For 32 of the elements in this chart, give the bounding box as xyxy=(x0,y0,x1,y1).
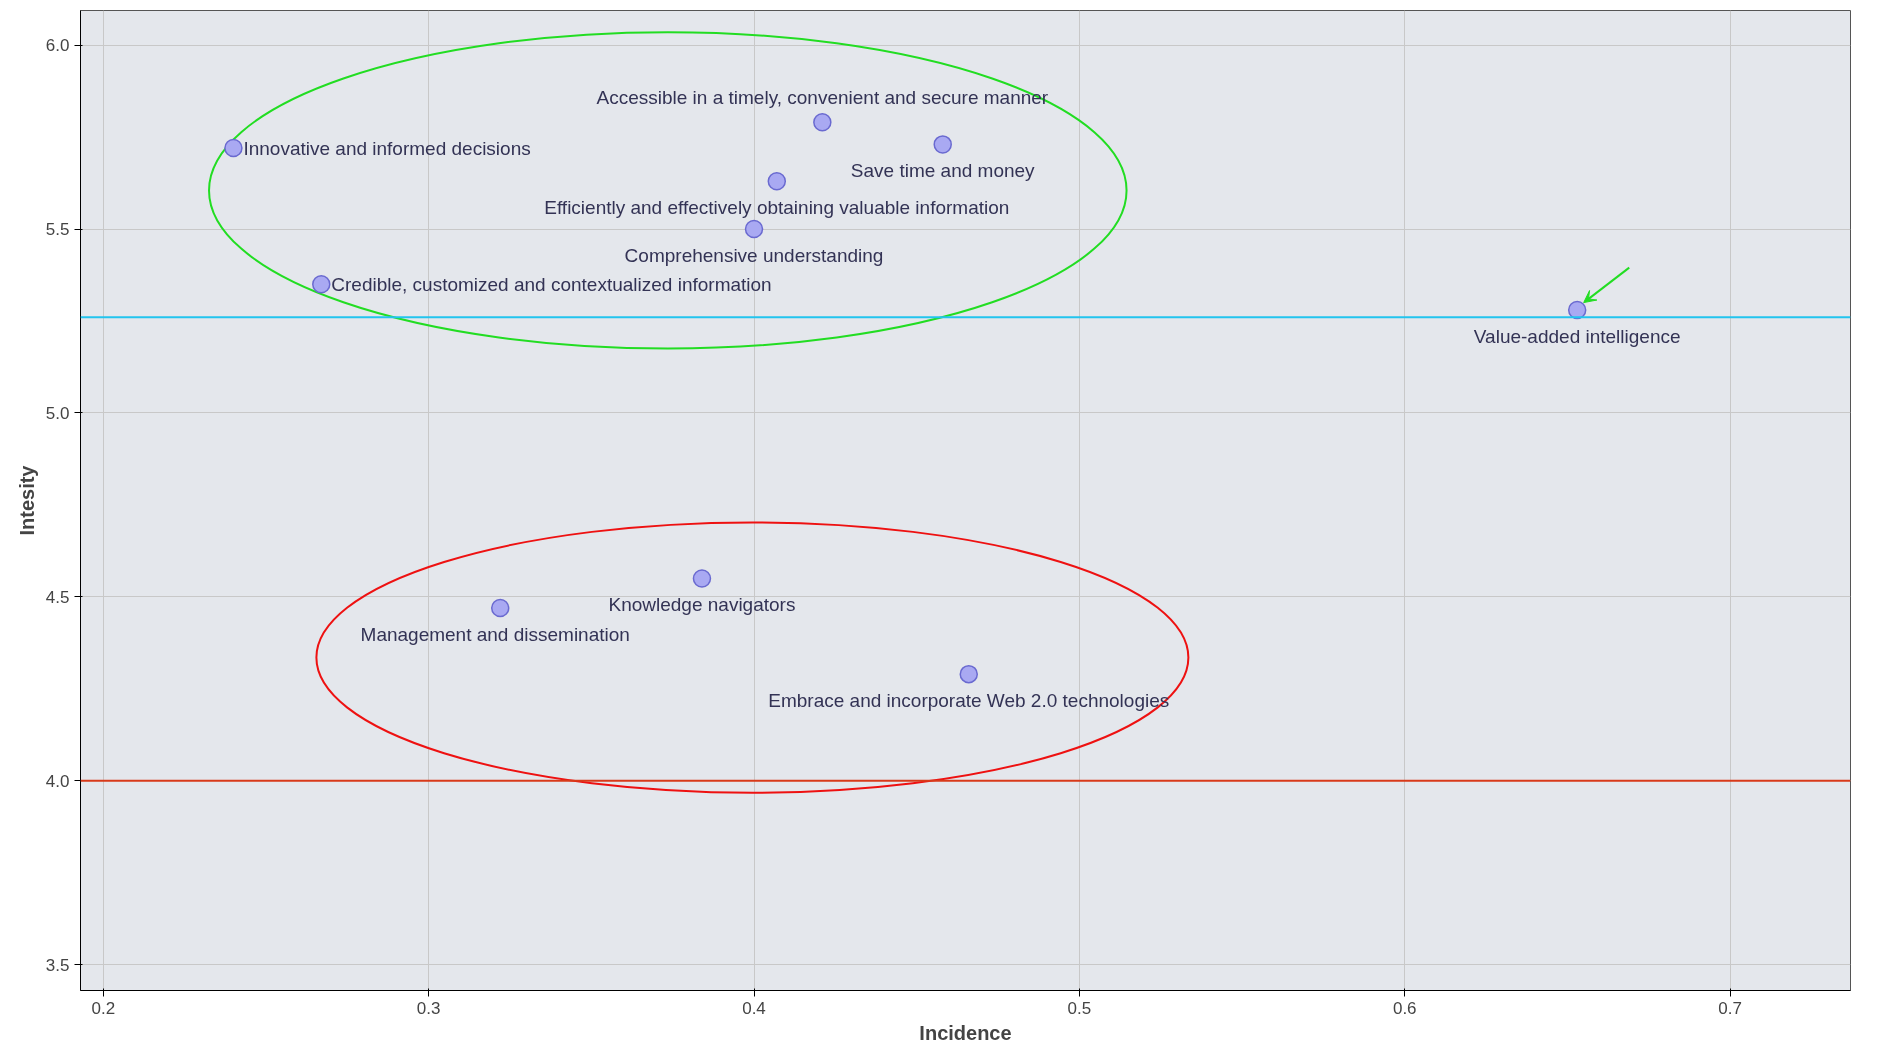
point xyxy=(813,113,832,132)
y-axis-title: Intesity xyxy=(15,464,38,536)
x-tick-label: 0.6 xyxy=(1392,998,1417,1018)
x-tick-label: 0.2 xyxy=(91,998,116,1018)
point xyxy=(767,171,787,191)
annotation: Management and dissemination xyxy=(360,623,630,645)
y-tick-label: 5.5 xyxy=(45,220,70,240)
point xyxy=(692,569,712,588)
y-tick-label: 4.5 xyxy=(45,587,70,607)
annotation: Knowledge navigators xyxy=(608,594,796,616)
annotation: Save time and money xyxy=(850,160,1036,182)
point xyxy=(959,664,978,684)
point xyxy=(490,598,510,618)
annotation: Credible, customized and contextualized information xyxy=(331,273,772,295)
point xyxy=(224,138,243,158)
y-tick-label: 3.5 xyxy=(45,955,70,975)
point xyxy=(312,274,331,294)
point xyxy=(1567,300,1587,320)
point xyxy=(744,219,764,239)
annotation: Value-added intelligence xyxy=(1473,325,1681,347)
y-tick-label: 4.0 xyxy=(45,771,70,791)
x-tick-label: 0.3 xyxy=(416,998,441,1018)
y-tick-label: 6.0 xyxy=(45,36,70,56)
x-tick-label: 0.4 xyxy=(742,998,766,1018)
y-tick-label: 5.0 xyxy=(45,403,70,423)
point xyxy=(933,135,952,154)
x-tick-label: 0.5 xyxy=(1067,998,1092,1018)
annotation: Efficiently and effectively obtaining valuable information xyxy=(544,197,1010,219)
annotation: Innovative and informed decisions xyxy=(243,137,531,159)
annotation: Comprehensive understanding xyxy=(624,245,884,267)
x-axis-title: Incidence xyxy=(919,1021,1012,1044)
x-tick-label: 0.7 xyxy=(1718,998,1742,1018)
